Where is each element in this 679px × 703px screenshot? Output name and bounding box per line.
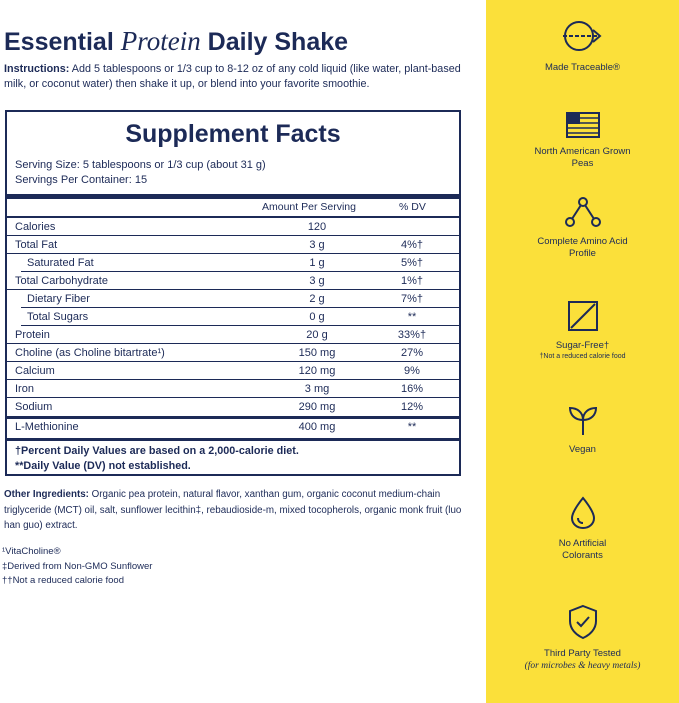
droplet-icon [570, 496, 595, 530]
label-notes: ¹VitaCholine® ‡Derived from Non-GMO Sunf… [2, 546, 153, 586]
facts-row: Total Sugars 0 g ** [7, 308, 459, 326]
facts-row: Iron 3 mg 16% [7, 380, 459, 398]
traceable-arrow-icon [562, 21, 602, 51]
facts-row: Calcium 120 mg 9% [7, 362, 459, 380]
feature-tested: Third Party Tested (for microbes & heavy… [486, 604, 679, 672]
facts-row: Choline (as Choline bitartrate¹) 150 mg 27… [7, 344, 459, 362]
divider [7, 216, 459, 218]
us-flag-icon [565, 112, 600, 138]
facts-row: Total Carbohydrate 3 g 1%† [7, 272, 459, 290]
page-title: Essential Protein Daily Shake [4, 26, 349, 56]
molecule-icon [564, 197, 601, 227]
feature-peas: North American Grown Peas [486, 112, 679, 170]
facts-row: Total Fat 3 g 4%† [7, 236, 459, 254]
facts-row: Calories 120 [7, 218, 459, 236]
col-amount-header: Amount Per Serving [262, 201, 356, 213]
serving-info: Serving Size: 5 tablespoons or 1/3 cup (… [15, 159, 266, 186]
shield-check-icon [568, 604, 597, 640]
instructions: Instructions: Add 5 tablespoons or 1/3 c… [4, 63, 461, 90]
features-panel: Made Traceable® North American Grown Pea… [486, 0, 679, 703]
facts-row: Saturated Fat 1 g 5%† [7, 254, 459, 272]
facts-row: Dietary Fiber 2 g 7%† [7, 290, 459, 308]
facts-title: Supplement Facts [125, 120, 341, 148]
facts-row: Sodium 290 mg 12% [15, 401, 424, 413]
facts-footnotes: †Percent Daily Values are based on a 2,0… [15, 445, 299, 472]
divider [7, 438, 459, 441]
feature-traceable: Made Traceable® [486, 18, 679, 74]
feature-amino: Complete Amino Acid Profile [486, 196, 679, 260]
facts-row: Protein 20 g 33%† [7, 326, 459, 344]
feature-colorants: No Artificial Colorants [486, 496, 679, 562]
divider [7, 416, 459, 419]
sprout-icon [568, 406, 597, 435]
feature-sugar-free: Sugar-Free† †Not a reduced calorie food [486, 300, 679, 361]
facts-row: L-Methionine 400 mg ** [15, 421, 417, 433]
col-dv-header: % DV [399, 201, 426, 213]
other-ingredients: Other Ingredients: Organic pea protein, … [4, 489, 462, 531]
divider [7, 194, 459, 199]
sugar-free-icon [567, 301, 598, 331]
feature-vegan: Vegan [486, 404, 679, 456]
label-panel: Essential Protein Daily Shake Instructio… [2, 26, 462, 586]
supplement-facts-box: Supplement Facts Serving Size: 5 tablesp… [5, 110, 461, 476]
